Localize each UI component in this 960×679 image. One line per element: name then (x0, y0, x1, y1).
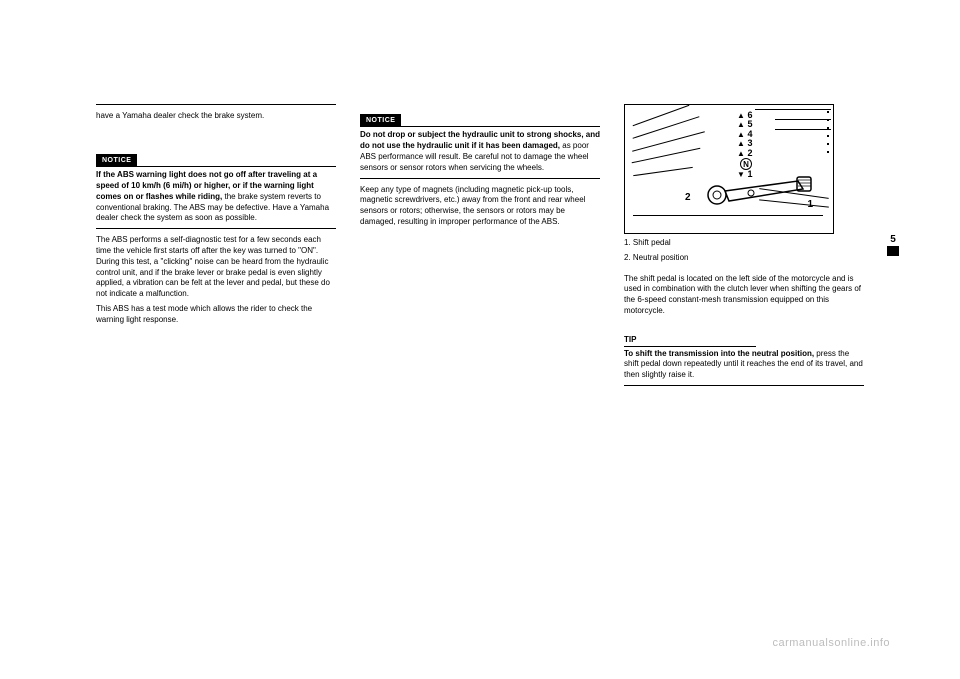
tip-bold: To shift the transmission into the neutr… (624, 349, 814, 358)
shift-diagram: ▲6 ▲5 ▲4 ▲3 ▲2 N ▼1 (624, 104, 834, 234)
notice-label: NOTICE (96, 154, 137, 167)
watermark: carmanualsonline.info (772, 637, 890, 649)
up-arrow-icon: ▲ (737, 121, 745, 129)
chapter-number: 5 (886, 234, 900, 245)
up-arrow-icon: ▲ (737, 150, 745, 158)
col1-notice-text: If the ABS warning light does not go off… (96, 170, 336, 224)
column-1: have a Yamaha dealer check the brake sys… (96, 104, 336, 392)
tip-end-rule (624, 385, 864, 386)
column-2: NOTICE Do not drop or subject the hydrau… (360, 104, 600, 392)
gear-2: 2 (745, 149, 755, 158)
figure-caption-1: 1. Shift pedal (624, 238, 864, 249)
callout-2: 2 (685, 191, 691, 205)
header-rule (96, 104, 336, 105)
col3-body1: The shift pedal is located on the left s… (624, 274, 864, 317)
tab-bar (887, 246, 899, 256)
figure-caption-2: 2. Neutral position (624, 253, 864, 264)
tip-text: To shift the transmission into the neutr… (624, 349, 864, 381)
shift-pedal-icon (703, 175, 813, 215)
col1-body2: This ABS has a test mode which allows th… (96, 304, 336, 326)
col2-body1: Keep any type of magnets (including magn… (360, 185, 600, 228)
manual-page: have a Yamaha dealer check the brake sys… (96, 104, 864, 634)
columns: have a Yamaha dealer check the brake sys… (96, 104, 864, 392)
notice-label: NOTICE (360, 114, 401, 127)
up-arrow-icon: ▲ (737, 112, 745, 120)
tip-block: TIP To shift the transmission into the n… (624, 335, 864, 386)
col1-body1: The ABS performs a self-diagnostic test … (96, 235, 336, 300)
side-chapter-tab: 5 (886, 234, 900, 257)
column-3: ▲6 ▲5 ▲4 ▲3 ▲2 N ▼1 (624, 104, 864, 392)
section-rule (360, 178, 600, 179)
section-rule (96, 228, 336, 229)
up-arrow-icon: ▲ (737, 131, 745, 139)
col1-intro: have a Yamaha dealer check the brake sys… (96, 111, 336, 122)
up-arrow-icon: ▲ (737, 140, 745, 148)
callout-1: 1 (807, 198, 813, 212)
tip-label: TIP (624, 335, 756, 347)
gear-stack: ▲6 ▲5 ▲4 ▲3 ▲2 N ▼1 (737, 111, 755, 180)
col2-notice-text: Do not drop or subject the hydraulic uni… (360, 130, 600, 173)
